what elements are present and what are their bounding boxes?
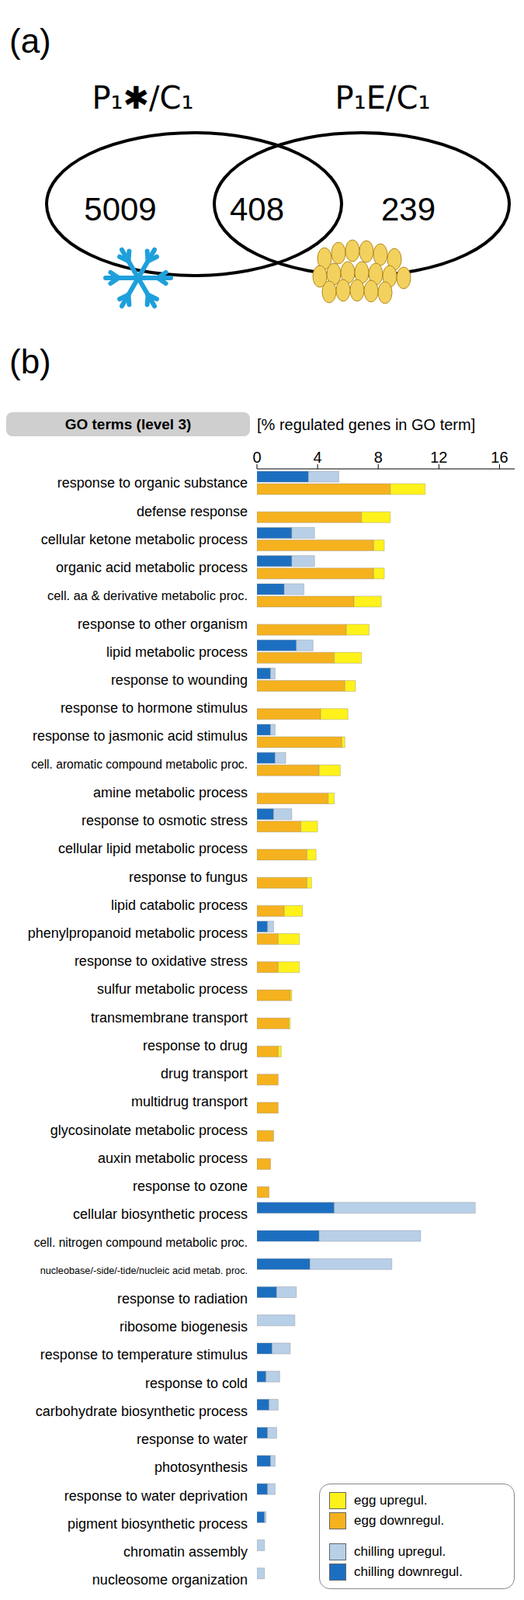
svg-text:cell. aromatic compound metabo: cell. aromatic compound metabolic proc. xyxy=(31,757,248,771)
html-text:chilling downregul.: chilling downregul. xyxy=(353,1564,463,1579)
svg-text:response to oxidative stress: response to oxidative stress xyxy=(74,953,248,969)
html-text:egg upregul.: egg upregul. xyxy=(353,1492,428,1508)
svg-text:nucleosome organization: nucleosome organization xyxy=(92,1572,248,1588)
svg-text:response to hormone stimulus: response to hormone stimulus xyxy=(60,700,248,716)
svg-text:response to cold: response to cold xyxy=(145,1375,248,1392)
svg-text:response to osmotic stress: response to osmotic stress xyxy=(81,812,248,829)
html-text:chilling upregul.: chilling upregul. xyxy=(353,1544,446,1559)
svg-text:amine metabolic process: amine metabolic process xyxy=(93,784,248,801)
svg-text:response to drug: response to drug xyxy=(142,1037,248,1054)
svg-text:239: 239 xyxy=(381,190,436,228)
svg-text:cell. nitrogen compound metabo: cell. nitrogen compound metabolic proc. xyxy=(34,1235,248,1250)
svg-text:ribosome biogenesis: ribosome biogenesis xyxy=(119,1318,248,1335)
svg-text:glycosinolate metabolic proces: glycosinolate metabolic process xyxy=(50,1122,248,1139)
svg-text:response to radiation: response to radiation xyxy=(117,1290,248,1307)
html-text:egg downregul.: egg downregul. xyxy=(353,1513,445,1528)
svg-text:response to temperature stimul: response to temperature stimulus xyxy=(40,1346,248,1363)
svg-text:chromatin assembly: chromatin assembly xyxy=(123,1544,248,1560)
svg-text:0: 0 xyxy=(252,448,261,466)
html-text:GO terms (level 3): GO terms (level 3) xyxy=(64,416,192,433)
svg-text:multidrug transport: multidrug transport xyxy=(131,1093,248,1110)
svg-text:defense response: defense response xyxy=(136,503,248,520)
svg-text:response to other organism: response to other organism xyxy=(77,616,248,632)
svg-text:response to jasmonic acid stim: response to jasmonic acid stimulus xyxy=(32,728,248,744)
svg-text:5009: 5009 xyxy=(83,190,157,228)
svg-text:408: 408 xyxy=(229,190,285,228)
svg-text:transmembrane transport: transmembrane transport xyxy=(90,1009,248,1026)
svg-text:lipid metabolic process: lipid metabolic process xyxy=(106,644,248,660)
svg-text:response to organic substance: response to organic substance xyxy=(57,475,248,491)
svg-text:lipid catabolic process: lipid catabolic process xyxy=(111,897,248,913)
svg-text:cellular biosynthetic process: cellular biosynthetic process xyxy=(72,1206,248,1222)
html-text:[% regulated genes in GO term]: [% regulated genes in GO term] xyxy=(256,416,476,434)
svg-text:12: 12 xyxy=(430,448,448,466)
svg-text:auxin metabolic process: auxin metabolic process xyxy=(97,1150,248,1166)
svg-text:cell. aa & derivative metaboli: cell. aa & derivative metabolic proc. xyxy=(47,588,248,603)
svg-text:response to fungus: response to fungus xyxy=(128,869,248,885)
svg-text:cellular lipid metabolic proce: cellular lipid metabolic process xyxy=(58,840,248,857)
svg-text:4: 4 xyxy=(313,448,323,466)
svg-text:cellular ketone metabolic proc: cellular ketone metabolic process xyxy=(41,531,248,548)
svg-text:P₁✱/C₁: P₁✱/C₁ xyxy=(91,79,194,116)
svg-text:8: 8 xyxy=(374,448,383,466)
svg-text:phenylpropanoid metabolic proc: phenylpropanoid metabolic process xyxy=(27,925,248,941)
svg-text:sulfur metabolic process: sulfur metabolic process xyxy=(97,981,248,997)
svg-text:nucleobase/-side/-tide/nucleic: nucleobase/-side/-tide/nucleic acid meta… xyxy=(40,1265,248,1277)
svg-text:P₁E/C₁: P₁E/C₁ xyxy=(335,79,431,116)
html-text:(b): (b) xyxy=(9,342,52,381)
svg-text:response to ozone: response to ozone xyxy=(132,1178,248,1194)
svg-text:response to wounding: response to wounding xyxy=(111,672,248,688)
svg-text:response to water: response to water xyxy=(136,1431,248,1448)
svg-text:pigment biosynthetic process: pigment biosynthetic process xyxy=(67,1516,248,1532)
svg-text:carbohydrate biosynthetic proc: carbohydrate biosynthetic process xyxy=(35,1403,248,1420)
svg-text:drug transport: drug transport xyxy=(160,1065,248,1082)
svg-text:16: 16 xyxy=(490,448,508,466)
svg-text:(a): (a) xyxy=(9,21,52,60)
svg-text:response to water deprivation: response to water deprivation xyxy=(64,1488,248,1504)
svg-text:organic acid metabolic process: organic acid metabolic process xyxy=(55,559,248,576)
svg-text:photosynthesis: photosynthesis xyxy=(154,1459,248,1475)
